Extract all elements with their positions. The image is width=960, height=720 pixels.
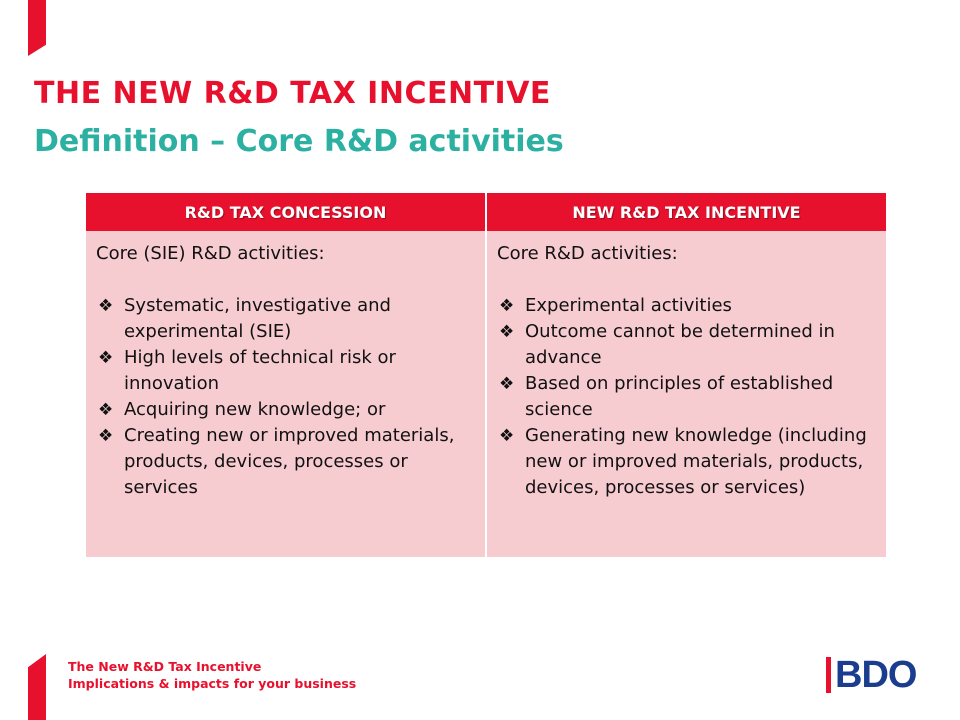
diamond-bullet-icon: ❖ — [499, 374, 515, 394]
list-item: ❖ High levels of technical risk or innova… — [96, 345, 477, 397]
diamond-bullet-icon: ❖ — [98, 400, 114, 420]
footer: The New R&D Tax Incentive Implications &… — [68, 658, 356, 692]
bullet-list: ❖ Experimental activities ❖ Outcome cannot… — [497, 293, 878, 501]
table-header-row: R&D TAX CONCESSION NEW R&D TAX INCENTIVE — [86, 193, 886, 231]
footer-subtitle: Implications & impacts for your business — [68, 676, 357, 691]
bullet-text: Generating new knowledge (including new … — [525, 425, 867, 498]
list-item: ❖ Based on principles of established scie… — [497, 371, 878, 423]
cell-heading: Core R&D activities: — [497, 243, 678, 264]
column-header-tax-concession: R&D TAX CONCESSION — [86, 193, 487, 231]
diamond-bullet-icon: ❖ — [499, 322, 515, 342]
bullet-text: Based on principles of established scien… — [525, 373, 834, 420]
list-item: ❖ Generating new knowledge (including new… — [497, 423, 878, 501]
bullet-text: Outcome cannot be determined in advance — [525, 321, 835, 368]
bullet-text: Systematic, investigative and experiment… — [124, 295, 391, 342]
diamond-bullet-icon: ❖ — [499, 296, 515, 316]
bullet-text: Creating new or improved materials, prod… — [124, 425, 455, 498]
diamond-bullet-icon: ❖ — [98, 296, 114, 316]
bottom-accent-bar — [28, 654, 46, 720]
list-item: ❖ Systematic, investigative and experimen… — [96, 293, 477, 345]
slide-title: THE NEW R&D TAX INCENTIVE — [34, 76, 551, 111]
bullet-text: Acquiring new knowledge; or — [124, 399, 386, 420]
diamond-bullet-icon: ❖ — [98, 426, 114, 446]
cell-new-incentive: Core R&D activities: ❖ Experimental activ… — [486, 231, 886, 557]
logo-text: BDO — [835, 654, 917, 696]
slide-subtitle: Definition – Core R&D activities — [34, 124, 564, 159]
list-item: ❖ Outcome cannot be determined in advance — [497, 319, 878, 371]
column-header-new-incentive: NEW R&D TAX INCENTIVE — [486, 193, 886, 231]
list-item: ❖ Experimental activities — [497, 293, 878, 319]
top-accent-bar — [28, 0, 46, 56]
diamond-bullet-icon: ❖ — [499, 426, 515, 446]
bullet-text: Experimental activities — [525, 295, 732, 316]
bullet-list: ❖ Systematic, investigative and experimen… — [96, 293, 477, 501]
logo-red-bar — [826, 657, 831, 693]
diamond-bullet-icon: ❖ — [98, 348, 114, 368]
table-row: Core (SIE) R&D activities: ❖ Systematic, … — [86, 231, 886, 557]
footer-title: The New R&D Tax Incentive — [68, 659, 262, 674]
bdo-logo: BDO — [826, 655, 934, 695]
bullet-text: High levels of technical risk or innovat… — [124, 347, 396, 394]
comparison-table: R&D TAX CONCESSION NEW R&D TAX INCENTIVE… — [86, 193, 886, 557]
list-item: ❖ Creating new or improved materials, pro… — [96, 423, 477, 501]
cell-tax-concession: Core (SIE) R&D activities: ❖ Systematic, … — [86, 231, 487, 557]
list-item: ❖ Acquiring new knowledge; or — [96, 397, 477, 423]
cell-heading: Core (SIE) R&D activities: — [96, 243, 325, 264]
